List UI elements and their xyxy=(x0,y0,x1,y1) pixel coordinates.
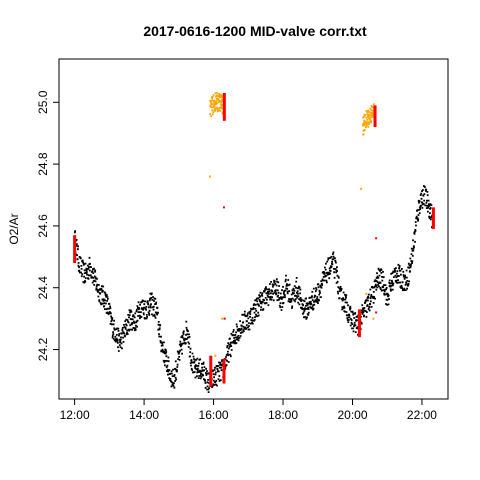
x-tick-label: 22:00 xyxy=(407,408,437,422)
data-point xyxy=(375,311,378,314)
data-point-cloud xyxy=(362,103,376,136)
points-layer xyxy=(73,92,435,393)
data-point xyxy=(372,317,375,320)
data-point xyxy=(209,175,212,178)
data-point-band xyxy=(209,355,213,387)
chart-title: 2017-0616-1200 MID-valve corr.txt xyxy=(143,23,367,39)
x-tick-label: 18:00 xyxy=(268,408,298,422)
data-point xyxy=(221,317,224,320)
data-point xyxy=(214,354,217,357)
series-points xyxy=(362,103,376,136)
data-point-cloud xyxy=(73,185,433,393)
x-tick-label: 14:00 xyxy=(129,408,159,422)
x-tick-label: 12:00 xyxy=(60,408,90,422)
y-axis-label: O2/Ar xyxy=(7,213,21,244)
data-point-band xyxy=(73,235,77,263)
y-tick-label: 24.8 xyxy=(36,152,50,176)
x-tick-label: 20:00 xyxy=(337,408,367,422)
data-point xyxy=(222,206,225,209)
data-point xyxy=(375,237,378,240)
x-tick-label: 16:00 xyxy=(199,408,229,422)
data-point-band xyxy=(357,309,361,338)
series-points xyxy=(73,185,433,393)
y-tick-label: 24.6 xyxy=(36,214,50,238)
data-point xyxy=(360,187,363,190)
data-point xyxy=(223,317,226,320)
data-point-cloud xyxy=(209,92,224,118)
x-axis: 12:00 14:00 16:00 18:00 20:00 22:00 xyxy=(60,398,437,422)
data-point-band xyxy=(222,358,226,384)
series-points xyxy=(209,92,224,118)
data-point-band xyxy=(373,105,377,127)
y-tick-label: 24.2 xyxy=(36,338,50,362)
data-point xyxy=(365,292,368,295)
data-point-band xyxy=(431,207,435,229)
y-tick-label: 24.4 xyxy=(36,276,50,300)
data-point-band xyxy=(222,93,226,121)
y-tick-label: 25.0 xyxy=(36,90,50,114)
y-axis: 24.2 24.4 24.6 24.8 25.0 xyxy=(36,90,60,362)
